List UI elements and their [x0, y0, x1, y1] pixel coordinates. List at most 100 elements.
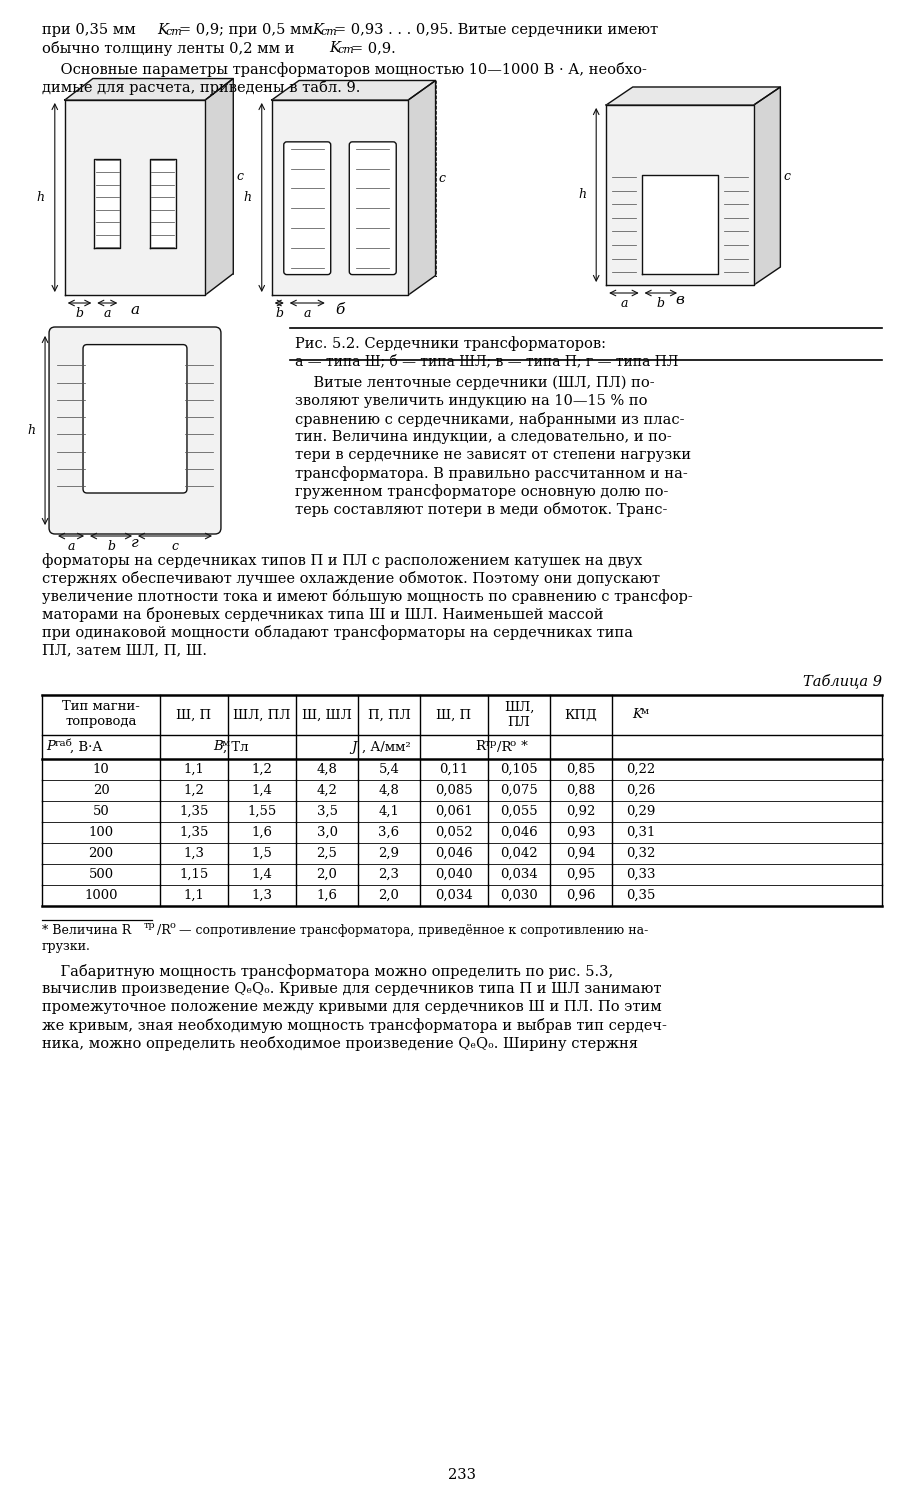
Text: Витые ленточные сердечники (ШЛ, ПЛ) по-: Витые ленточные сердечники (ШЛ, ПЛ) по- — [295, 376, 654, 390]
Text: 3,0: 3,0 — [317, 827, 337, 839]
Text: = 0,9; при 0,5 мм: = 0,9; при 0,5 мм — [179, 22, 318, 38]
Text: a: a — [303, 308, 311, 320]
Text: обычно толщину ленты 0,2 мм и: обычно толщину ленты 0,2 мм и — [42, 40, 299, 56]
Text: 5,4: 5,4 — [379, 764, 399, 776]
Text: c: c — [237, 170, 243, 183]
Text: 0,93: 0,93 — [566, 827, 596, 839]
Text: 2,9: 2,9 — [379, 847, 399, 859]
Text: K: K — [632, 708, 642, 722]
Text: 0,26: 0,26 — [626, 784, 656, 796]
Text: 2,0: 2,0 — [317, 868, 337, 880]
Text: ШЛ,: ШЛ, — [504, 700, 534, 714]
Text: 1000: 1000 — [84, 890, 117, 902]
Text: 0,33: 0,33 — [626, 868, 656, 880]
Text: c: c — [439, 171, 445, 184]
Text: ПЛ, затем ШЛ, П, Ш.: ПЛ, затем ШЛ, П, Ш. — [42, 644, 207, 657]
Text: /R: /R — [157, 924, 171, 938]
Text: маторами на броневых сердечниках типа Ш и ШЛ. Наименьшей массой: маторами на броневых сердечниках типа Ш … — [42, 608, 603, 622]
Text: 0,046: 0,046 — [500, 827, 538, 839]
Polygon shape — [205, 78, 233, 296]
Polygon shape — [65, 78, 233, 101]
Text: K: K — [329, 40, 340, 56]
Text: же кривым, зная необходимую мощность трансформатора и выбрав тип сердеч-: же кривым, зная необходимую мощность тра… — [42, 1019, 667, 1034]
Text: 1,35: 1,35 — [179, 806, 209, 818]
FancyBboxPatch shape — [284, 142, 331, 274]
Text: ника, можно определить необходимое произведение QₑQₒ. Ширину стержня: ника, можно определить необходимое произ… — [42, 1036, 638, 1052]
Text: 0,061: 0,061 — [435, 806, 473, 818]
Polygon shape — [272, 81, 435, 100]
Text: в: в — [675, 292, 685, 308]
Text: 4,8: 4,8 — [379, 784, 399, 796]
Text: * Величина R: * Величина R — [42, 924, 131, 938]
Text: увеличение плотности тока и имеют бо́льшую мощность по сравнению с трансфор-: увеличение плотности тока и имеют бо́льш… — [42, 590, 693, 604]
Text: , В·А: , В·А — [70, 741, 103, 753]
Text: a: a — [620, 297, 627, 310]
Text: КПД: КПД — [565, 708, 598, 722]
Text: c: c — [172, 540, 178, 554]
Text: P: P — [46, 741, 55, 753]
Text: стержнях обеспечивают лучшее охлаждение обмоток. Поэтому они допускают: стержнях обеспечивают лучшее охлаждение … — [42, 572, 660, 586]
Text: 3,6: 3,6 — [379, 827, 399, 839]
Text: 1,1: 1,1 — [184, 764, 204, 776]
Text: — сопротивление трансформатора, приведённое к сопротивлению на-: — сопротивление трансформатора, приведён… — [179, 924, 649, 938]
Text: 1,55: 1,55 — [248, 806, 276, 818]
Text: Ш, П: Ш, П — [436, 708, 471, 722]
Text: сравнению с сердечниками, набранными из плас-: сравнению с сердечниками, набранными из … — [295, 413, 685, 428]
Text: 0,105: 0,105 — [500, 764, 538, 776]
Text: , А/мм²: , А/мм² — [362, 741, 411, 753]
Polygon shape — [606, 87, 781, 105]
Text: Ш, П: Ш, П — [176, 708, 212, 722]
Text: 1,6: 1,6 — [251, 827, 273, 839]
Polygon shape — [150, 159, 176, 248]
Text: 3,5: 3,5 — [317, 806, 337, 818]
Text: 1,15: 1,15 — [179, 868, 209, 880]
Text: R: R — [475, 741, 485, 753]
Text: 0,034: 0,034 — [435, 890, 473, 902]
Text: терь составляют потери в меди обмоток. Транс-: терь составляют потери в меди обмоток. Т… — [295, 503, 667, 518]
Text: грузки.: грузки. — [42, 940, 91, 952]
Text: K: K — [157, 22, 168, 38]
Text: 2,0: 2,0 — [379, 890, 399, 902]
Text: 2,5: 2,5 — [317, 847, 337, 859]
Text: м: м — [641, 706, 649, 716]
Text: Основные параметры трансформаторов мощностью 10—1000 В · А, необхо-: Основные параметры трансформаторов мощно… — [42, 62, 647, 76]
Text: 0,034: 0,034 — [500, 868, 538, 880]
Text: = 0,93 . . . 0,95. Витые сердечники имеют: = 0,93 . . . 0,95. Витые сердечники имею… — [334, 22, 658, 38]
Text: промежуточное положение между кривыми для сердечников Ш и ПЛ. По этим: промежуточное положение между кривыми дл… — [42, 1000, 662, 1014]
Text: 4,2: 4,2 — [317, 784, 337, 796]
Text: a: a — [103, 308, 111, 320]
Text: , Тл: , Тл — [224, 741, 249, 753]
Text: 0,88: 0,88 — [566, 784, 596, 796]
Polygon shape — [65, 100, 205, 296]
Text: ст: ст — [166, 27, 183, 38]
Text: Ш, ШЛ: Ш, ШЛ — [302, 708, 352, 722]
Text: 0,92: 0,92 — [566, 806, 596, 818]
Text: вычислив произведение QₑQₒ. Кривые для сердечников типа П и ШЛ занимают: вычислив произведение QₑQₒ. Кривые для с… — [42, 982, 662, 996]
Text: тр: тр — [144, 921, 155, 930]
Text: h: h — [37, 190, 44, 204]
Text: 0,29: 0,29 — [626, 806, 656, 818]
Text: ст: ст — [321, 27, 338, 38]
Text: 1,2: 1,2 — [184, 784, 204, 796]
Polygon shape — [94, 159, 120, 248]
Text: Таблица 9: Таблица 9 — [803, 674, 882, 688]
Text: тери в сердечнике не зависят от степени нагрузки: тери в сердечнике не зависят от степени … — [295, 448, 691, 462]
Text: м: м — [222, 738, 230, 747]
Text: 0,95: 0,95 — [566, 868, 596, 880]
Text: при 0,35 мм: при 0,35 мм — [42, 22, 140, 38]
Text: 500: 500 — [89, 868, 114, 880]
Text: Габаритную мощность трансформатора можно определить по рис. 5.3,: Габаритную мощность трансформатора можно… — [42, 964, 614, 980]
Text: 0,94: 0,94 — [566, 847, 596, 859]
Text: b: b — [107, 540, 115, 554]
Text: 0,040: 0,040 — [435, 868, 473, 880]
Text: 1,3: 1,3 — [251, 890, 273, 902]
Text: 0,85: 0,85 — [566, 764, 596, 776]
Text: b: b — [76, 308, 83, 320]
Text: 1,5: 1,5 — [251, 847, 273, 859]
Text: габ: габ — [55, 738, 73, 747]
Text: ст: ст — [338, 45, 355, 56]
Text: ШЛ, ПЛ: ШЛ, ПЛ — [234, 708, 291, 722]
Text: 0,052: 0,052 — [435, 827, 473, 839]
Text: h: h — [244, 190, 251, 204]
Text: зволяют увеличить индукцию на 10—15 % по: зволяют увеличить индукцию на 10—15 % по — [295, 394, 648, 408]
